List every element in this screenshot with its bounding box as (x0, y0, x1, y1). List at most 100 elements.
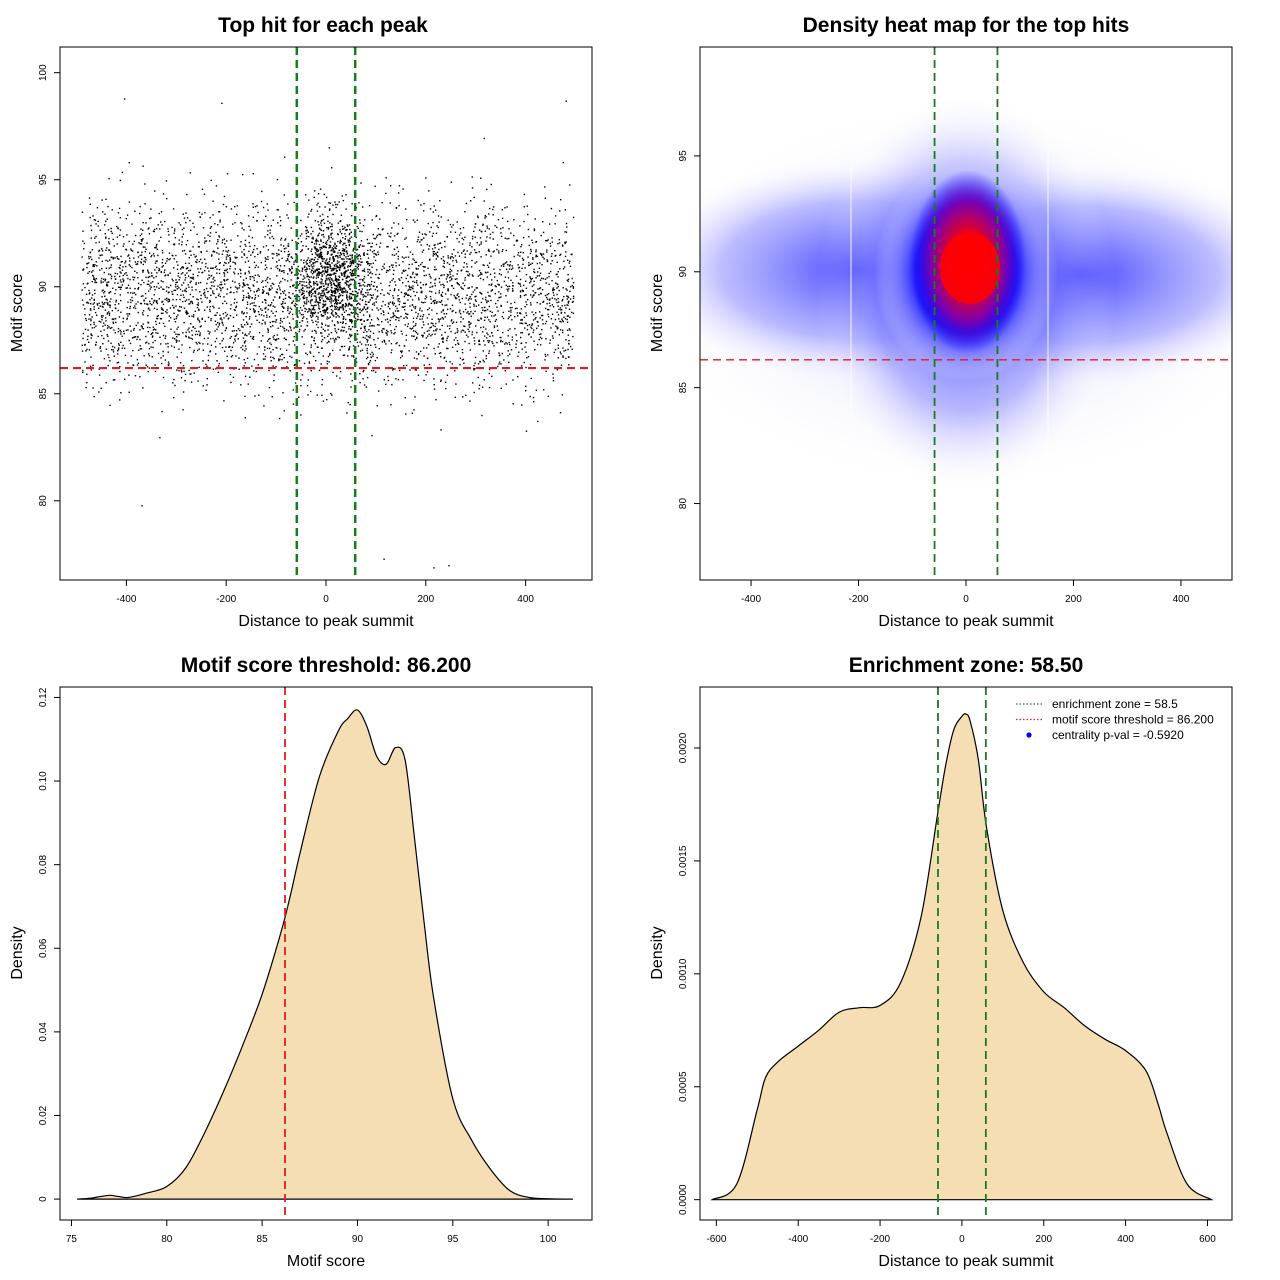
scatter-point (332, 371, 334, 374)
scatter-point (296, 314, 298, 316)
scatter-point (530, 326, 532, 328)
scatter-point (229, 260, 232, 263)
scatter-point (547, 315, 550, 318)
scatter-point (417, 268, 419, 270)
scatter-point (148, 233, 151, 235)
scatter-point (443, 313, 445, 315)
scatter-point (191, 302, 194, 305)
scatter-point (338, 296, 340, 299)
scatter-point (524, 267, 526, 269)
scatter-point (180, 294, 182, 297)
scatter-point (480, 301, 483, 304)
scatter-point (159, 317, 162, 320)
scatter-point (375, 346, 377, 348)
scatter-point (117, 361, 120, 364)
scatter-point (156, 272, 158, 274)
scatter-point (108, 311, 110, 313)
scatter-point (187, 275, 190, 277)
scatter-point (101, 305, 104, 308)
scatter-point (195, 289, 197, 291)
scatter-point (302, 287, 304, 289)
scatter-point (147, 271, 149, 273)
scatter-point (289, 370, 291, 372)
scatter-point (339, 251, 342, 254)
scatter-point (457, 251, 459, 254)
scatter-point (368, 301, 370, 303)
scatter-point (313, 243, 316, 245)
scatter-point (105, 320, 107, 322)
scatter-point (507, 350, 509, 352)
scatter-point (239, 268, 241, 271)
scatter-point (184, 277, 187, 279)
scatter-point (141, 327, 143, 329)
scatter-point (135, 303, 137, 305)
scatter-point (180, 351, 183, 354)
scatter-point (403, 257, 405, 259)
scatter-point (331, 225, 333, 228)
scatter-point (397, 294, 399, 297)
scatter-point (385, 192, 387, 195)
scatter-point (311, 299, 314, 301)
scatter-point (225, 256, 228, 258)
scatter-point (340, 253, 343, 256)
scatter-point (566, 329, 569, 331)
scatter-point (393, 333, 395, 335)
scatter-point (450, 231, 452, 233)
scatter-point (335, 206, 337, 209)
scatter-point (108, 241, 110, 243)
scatter-point (101, 295, 103, 298)
scatter-point (439, 352, 442, 354)
scatter-point (330, 253, 333, 256)
scatter-point (547, 395, 550, 398)
scatter-point (493, 326, 496, 329)
scatter-point (169, 307, 172, 309)
scatter-point (144, 292, 147, 295)
scatter-point (149, 309, 151, 311)
scatter-point (277, 338, 280, 340)
scatter-point (426, 335, 429, 337)
scatter-point (133, 327, 135, 330)
scatter-point (539, 272, 542, 274)
scatter-point (287, 245, 289, 247)
scatter-point (260, 314, 263, 316)
scatter-point (519, 225, 521, 227)
scatter-point (267, 225, 269, 227)
scatter-point (330, 273, 332, 276)
scatter-point (461, 297, 464, 300)
scatter-point (417, 374, 420, 376)
scatter-point (474, 343, 476, 345)
scatter-point (309, 314, 312, 317)
scatter-point (221, 321, 223, 323)
scatter-point (93, 395, 95, 398)
scatter-point (156, 317, 159, 320)
scatter-point (387, 305, 389, 308)
scatter-point (112, 322, 115, 325)
scatter-point (329, 298, 331, 300)
scatter-point (407, 299, 409, 301)
scatter-point (206, 282, 208, 285)
scatter-point (417, 297, 420, 299)
scatter-point (230, 286, 232, 289)
scatter-point (248, 272, 251, 274)
scatter-point (432, 253, 435, 255)
scatter-point (243, 342, 246, 344)
scatter-point (249, 276, 251, 278)
scatter-point (406, 274, 409, 277)
scatter-point (225, 258, 228, 260)
scatter-point (421, 334, 423, 337)
scatter-point (344, 302, 347, 305)
scatter-point (202, 343, 204, 345)
scatter-point (147, 331, 149, 333)
scatter-point (331, 253, 333, 255)
scatter-point (359, 298, 361, 300)
scatter-point (532, 258, 534, 260)
scatter-point (475, 295, 477, 298)
scatter-point (371, 309, 373, 311)
scatter-point (148, 367, 151, 369)
scatter-point (317, 249, 320, 252)
scatter-point (315, 247, 317, 250)
scatter-point (370, 297, 373, 299)
scatter-point (480, 177, 482, 179)
scatter-point (310, 344, 312, 346)
scatter-point (323, 222, 326, 224)
